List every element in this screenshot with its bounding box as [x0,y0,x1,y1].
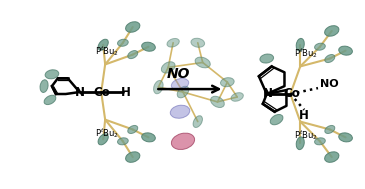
Ellipse shape [270,115,283,125]
Ellipse shape [161,62,175,73]
Ellipse shape [128,51,138,59]
Text: Co: Co [283,87,300,100]
Text: NO: NO [166,67,190,81]
Ellipse shape [296,38,304,51]
Text: N: N [74,86,85,98]
Ellipse shape [126,152,140,162]
Text: P$^t$Bu$_2$: P$^t$Bu$_2$ [294,129,318,142]
Ellipse shape [315,43,325,50]
Ellipse shape [118,39,128,46]
Ellipse shape [172,133,195,149]
Ellipse shape [142,42,155,51]
Text: NO: NO [320,79,339,89]
Ellipse shape [128,125,138,133]
Text: P$^t$Bu$_2$: P$^t$Bu$_2$ [95,126,119,140]
Ellipse shape [154,81,163,94]
Ellipse shape [296,137,304,150]
Ellipse shape [193,116,203,128]
Ellipse shape [339,46,352,55]
Ellipse shape [118,138,128,145]
Ellipse shape [325,54,335,63]
Text: P$^t$Bu$_2$: P$^t$Bu$_2$ [294,46,318,60]
Ellipse shape [315,138,325,145]
Ellipse shape [177,86,189,98]
Ellipse shape [195,57,210,68]
Ellipse shape [324,26,339,36]
Text: P$^t$Bu$_2$: P$^t$Bu$_2$ [95,44,119,58]
Ellipse shape [339,133,352,142]
Text: H: H [121,86,131,98]
Ellipse shape [171,78,189,90]
Ellipse shape [220,78,234,87]
Ellipse shape [45,70,59,79]
Ellipse shape [142,133,155,142]
Ellipse shape [325,125,335,133]
Ellipse shape [98,39,108,50]
Ellipse shape [324,152,339,162]
Ellipse shape [191,38,205,47]
Ellipse shape [126,22,140,32]
Text: Co: Co [94,86,111,98]
Ellipse shape [167,39,179,47]
Ellipse shape [98,134,108,145]
Ellipse shape [44,95,56,105]
Text: H: H [299,109,309,122]
Ellipse shape [231,93,243,101]
Ellipse shape [260,54,274,63]
Ellipse shape [40,80,48,92]
Ellipse shape [170,105,190,118]
Ellipse shape [211,96,224,108]
Text: N: N [263,87,273,100]
